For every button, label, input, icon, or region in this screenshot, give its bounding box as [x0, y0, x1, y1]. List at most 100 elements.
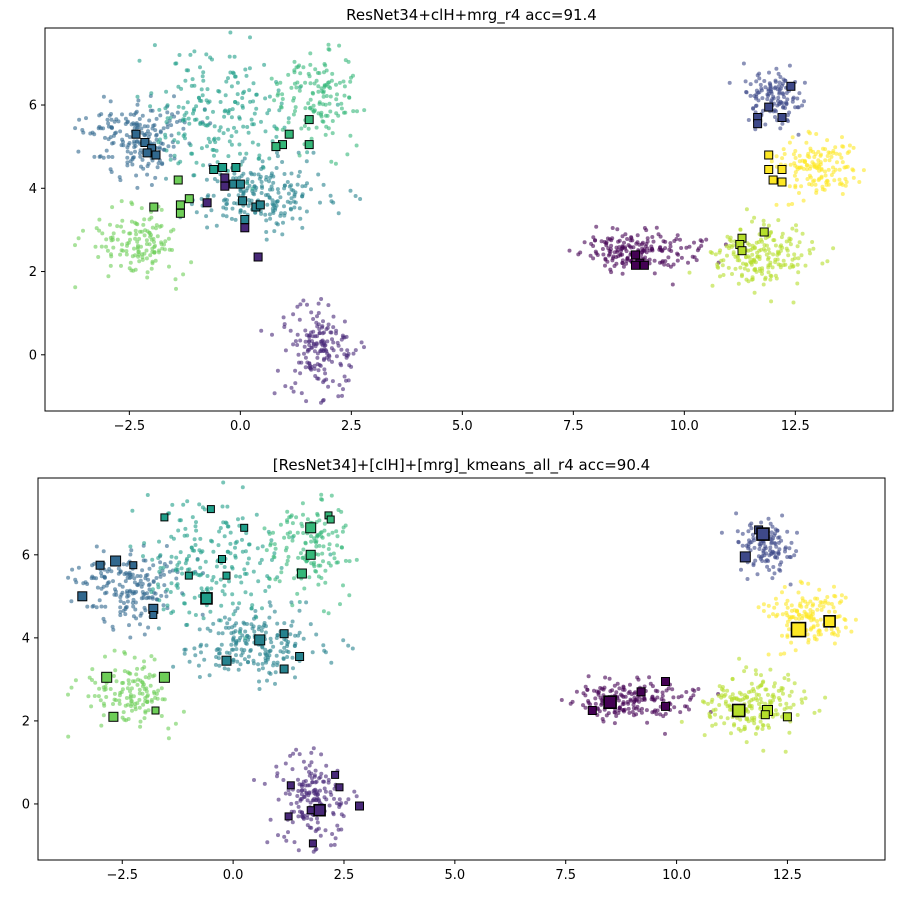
- scatter-point: [293, 675, 297, 680]
- scatter-point: [296, 789, 301, 793]
- scatter-point: [772, 571, 777, 576]
- scatter-point: [793, 183, 798, 188]
- scatter-point: [300, 225, 305, 230]
- scatter-point: [252, 629, 257, 634]
- scatter-point: [108, 687, 113, 691]
- scatter-point: [229, 216, 234, 221]
- scatter-point: [797, 191, 801, 195]
- scatter-point: [142, 233, 147, 238]
- scatter-point: [109, 112, 113, 116]
- scatter-point: [829, 173, 834, 177]
- centroid-marker: [129, 561, 138, 570]
- scatter-point: [149, 266, 154, 271]
- scatter-point: [339, 101, 344, 106]
- scatter-point: [334, 354, 339, 359]
- scatter-point: [165, 103, 170, 108]
- scatter-point: [767, 553, 772, 558]
- scatter-point: [271, 644, 276, 649]
- scatter-point: [269, 184, 274, 189]
- scatter-point: [310, 776, 314, 781]
- scatter-point: [289, 196, 294, 201]
- scatter-point: [765, 243, 769, 248]
- centroid-marker: [326, 515, 335, 524]
- scatter-point: [132, 655, 137, 660]
- scatter-point: [797, 616, 802, 621]
- scatter-point: [311, 317, 316, 321]
- scatter-point: [793, 156, 798, 160]
- scatter-point: [620, 234, 625, 239]
- centroid-marker: [218, 163, 228, 172]
- scatter-point: [290, 820, 295, 825]
- scatter-point: [276, 797, 281, 802]
- scatter-point: [100, 231, 105, 236]
- scatter-point: [301, 531, 306, 535]
- scatter-point: [790, 202, 795, 206]
- x-tick-label: −2.5: [106, 868, 138, 883]
- scatter-point: [301, 816, 306, 821]
- scatter-point: [796, 590, 801, 595]
- scatter-point: [90, 678, 94, 682]
- scatter-point: [260, 544, 265, 549]
- scatter-point: [323, 774, 328, 779]
- scatter-point: [355, 109, 359, 114]
- scatter-point: [287, 535, 292, 540]
- scatter-point: [746, 709, 751, 714]
- scatter-point: [135, 94, 140, 99]
- scatter-point: [814, 132, 819, 136]
- scatter-point: [672, 239, 677, 243]
- scatter-point: [678, 710, 683, 715]
- scatter-point: [298, 551, 303, 556]
- scatter-point: [137, 259, 142, 264]
- scatter-point: [165, 587, 170, 592]
- scatter-point: [292, 205, 297, 210]
- scatter-point: [342, 110, 346, 115]
- scatter-point: [192, 49, 197, 54]
- scatter-point: [275, 663, 279, 668]
- scatter-point: [749, 260, 754, 265]
- scatter-point: [293, 109, 297, 113]
- scatter-point: [322, 367, 327, 372]
- scatter-point: [666, 263, 670, 267]
- scatter-point: [709, 700, 714, 704]
- scatter-point: [73, 678, 78, 683]
- scatter-point: [731, 696, 736, 701]
- scatter-point: [233, 545, 237, 550]
- scatter-point: [290, 521, 295, 526]
- scatter-point: [224, 214, 229, 219]
- scatter-point: [248, 170, 253, 175]
- scatter-point: [774, 601, 779, 606]
- scatter-point: [187, 659, 192, 664]
- scatter-point: [287, 792, 292, 797]
- scatter-point: [133, 607, 138, 612]
- scatter-point: [143, 576, 148, 581]
- scatter-point: [692, 240, 696, 245]
- scatter-point: [826, 182, 831, 187]
- centroid-marker: [737, 246, 747, 256]
- centroid-marker: [631, 250, 640, 260]
- scatter-point: [102, 703, 107, 708]
- scatter-point: [231, 612, 236, 617]
- scatter-point: [141, 222, 146, 227]
- scatter-point: [179, 86, 184, 91]
- scatter-point: [748, 548, 753, 553]
- scatter-point: [245, 181, 250, 186]
- scatter-point: [139, 611, 144, 616]
- scatter-point: [625, 255, 630, 260]
- scatter-point: [158, 560, 163, 565]
- scatter-point: [105, 117, 110, 122]
- scatter-point: [335, 102, 340, 107]
- scatter-point: [743, 726, 747, 731]
- scatter-point: [92, 132, 97, 137]
- scatter-point: [706, 701, 710, 706]
- scatter-point: [154, 226, 158, 231]
- scatter-point: [781, 147, 786, 152]
- scatter-point: [847, 149, 852, 154]
- scatter-point: [755, 73, 760, 78]
- scatter-point: [111, 245, 116, 250]
- scatter-point: [658, 248, 663, 252]
- scatter-point: [295, 182, 300, 187]
- scatter-point: [259, 628, 264, 633]
- centroid-marker: [240, 523, 249, 532]
- scatter-point: [146, 625, 151, 630]
- scatter-point: [162, 572, 166, 577]
